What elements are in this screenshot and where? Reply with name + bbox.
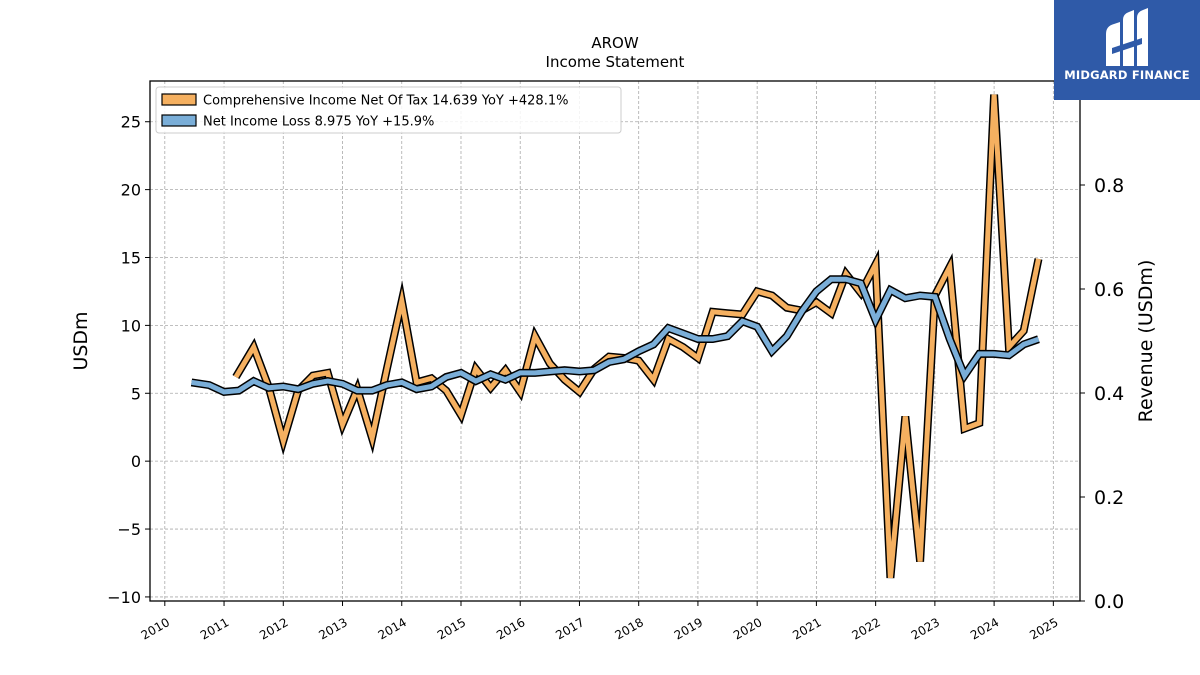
y-tick-label: 25 xyxy=(121,113,141,132)
plot-frame xyxy=(149,80,1081,602)
legend: Comprehensive Income Net Of Tax 14.639 Y… xyxy=(155,86,622,134)
legend-label-comprehensive-income: Comprehensive Income Net Of Tax 14.639 Y… xyxy=(203,94,568,109)
y-right-tick-label: 0.4 xyxy=(1094,383,1124,405)
x-tick-label: 2014 xyxy=(376,615,409,642)
y-tick-label: 10 xyxy=(121,316,141,335)
legend-swatch-comprehensive-income xyxy=(161,93,197,106)
x-tick-label: 2024 xyxy=(968,615,1001,642)
y-axis-label-left: USDm xyxy=(70,311,92,370)
x-tick-label: 2015 xyxy=(435,615,468,642)
series-line-comprehensive-income xyxy=(233,94,1041,579)
y-tick-label: −5 xyxy=(117,520,141,539)
y-right-tick-label: 0.2 xyxy=(1094,487,1124,509)
midgard-finance-logo: MIDGARD FINANCE xyxy=(1054,0,1200,100)
x-tick-label: 2020 xyxy=(731,615,764,642)
y-right-tick-label: 0.8 xyxy=(1094,175,1124,197)
logo-text: MIDGARD FINANCE xyxy=(1064,68,1190,82)
grid xyxy=(150,81,1080,601)
x-tick-label: 2025 xyxy=(1027,615,1060,642)
y-tick-label: 15 xyxy=(121,249,141,268)
x-tick-label: 2021 xyxy=(790,615,823,642)
x-tick-label: 2010 xyxy=(139,615,172,642)
series-line-net-income xyxy=(191,276,1040,395)
x-tick-label: 2013 xyxy=(316,615,349,642)
x-tick-label: 2011 xyxy=(198,615,231,642)
y-tick-label: −10 xyxy=(107,588,141,607)
x-tick-label: 2018 xyxy=(613,615,646,642)
y-tick-label: 5 xyxy=(131,384,141,403)
midgard-logo-icon xyxy=(1106,8,1148,66)
y-tick-label: 0 xyxy=(131,452,141,471)
chart-title: AROW xyxy=(591,34,638,52)
x-tick-label: 2019 xyxy=(672,615,705,642)
legend-label-net-income: Net Income Loss 8.975 YoY +15.9% xyxy=(203,115,434,130)
x-tick-label: 2022 xyxy=(849,615,882,642)
y-right-tick-label: 0.6 xyxy=(1094,279,1124,301)
x-tick-label: 2017 xyxy=(553,615,586,642)
chart-subtitle: Income Statement xyxy=(546,53,685,71)
legend-swatch-net-income xyxy=(161,114,197,127)
x-tick-label: 2016 xyxy=(494,615,527,642)
y-right-tick-label: 0.0 xyxy=(1094,591,1124,613)
y-axis-label-right: Revenue (USDm) xyxy=(1135,260,1157,423)
x-tick-label: 2023 xyxy=(909,615,942,642)
y-tick-label: 20 xyxy=(121,181,141,200)
x-tick-label: 2012 xyxy=(257,615,290,642)
legend-box xyxy=(155,86,622,134)
axis-ticks: 2010 2011 2012 2013 2014 2015 2016 2017 2018 2019… xyxy=(107,113,1124,643)
series-line-outline-comprehensive-income xyxy=(232,94,1043,579)
series-layer xyxy=(190,94,1043,579)
